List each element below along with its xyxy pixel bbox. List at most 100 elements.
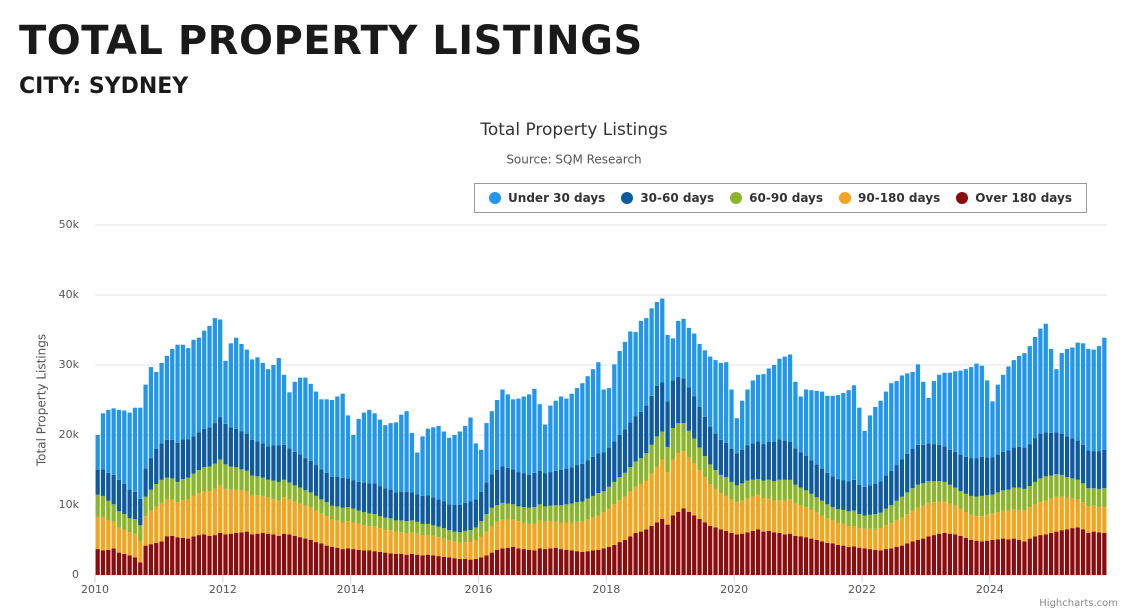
bar-segment (569, 503, 574, 523)
bar-segment (644, 529, 649, 575)
bar-segment (697, 407, 702, 448)
bar-segment (1022, 353, 1027, 448)
bar-segment (1070, 498, 1075, 529)
bar-segment (159, 502, 164, 542)
bar-segment (404, 521, 409, 534)
bar-segment (287, 392, 292, 449)
bar-segment (926, 536, 931, 575)
bar-segment (915, 540, 921, 575)
bar-segment (148, 510, 154, 545)
bar-segment (979, 516, 984, 542)
bar-segment (436, 526, 441, 538)
bar-segment (100, 550, 106, 575)
bar-segment (537, 504, 542, 521)
bar-segment (537, 548, 542, 575)
bar-segment (1059, 496, 1064, 531)
bar-segment (292, 501, 297, 536)
bar-segment (697, 344, 702, 407)
x-tick-label: 2010 (81, 583, 109, 596)
bar-segment (580, 551, 585, 575)
bar-segment (819, 541, 825, 575)
y-tick-label: 50k (59, 218, 80, 231)
bar-segment (569, 467, 574, 504)
bar-segment (127, 489, 132, 519)
bar-segment (803, 456, 809, 491)
bar-segment (335, 506, 340, 521)
bar-segment (782, 500, 787, 535)
bar-segment (116, 552, 122, 575)
bar-segment (969, 458, 974, 496)
bar-segment (404, 554, 409, 575)
bar-segment (399, 520, 404, 533)
bar-segment (457, 558, 462, 575)
bar-segment (622, 540, 628, 575)
bar-segment (665, 524, 670, 575)
y-tick-label: 30k (59, 358, 80, 371)
bar-segment (356, 481, 361, 511)
legend-item[interactable]: Under 30 days (489, 191, 605, 205)
bar-segment (734, 418, 739, 454)
bar-segment (276, 358, 281, 446)
bar-segment (601, 512, 606, 549)
bar-segment (122, 514, 127, 530)
legend-item[interactable]: 60-90 days (730, 191, 823, 205)
bar-segment (175, 481, 180, 503)
bar-segment (622, 429, 628, 473)
bar-segment (1043, 500, 1048, 535)
legend-item[interactable]: 30-60 days (621, 191, 714, 205)
bar-segment (574, 388, 580, 466)
bar-segment (670, 515, 676, 575)
bar-segment (399, 414, 404, 492)
bar-segment (878, 528, 883, 551)
bar-segment (718, 474, 723, 494)
bar-segment (271, 498, 276, 535)
bar-segment (249, 495, 255, 535)
bar-segment (457, 542, 462, 559)
legend-item[interactable]: Over 180 days (956, 191, 1072, 205)
bar-segment (1096, 346, 1102, 452)
bar-segment (921, 538, 926, 575)
bar-segment (335, 520, 340, 548)
bar-segment (319, 543, 324, 575)
bar-segment (942, 481, 947, 502)
bar-segment (441, 528, 447, 539)
bar-segment (425, 495, 431, 524)
bar-segment (878, 512, 883, 529)
bar-segment (665, 472, 670, 525)
bar-segment (106, 500, 111, 521)
bar-segment (974, 458, 979, 497)
bar-segment (633, 461, 638, 487)
bar-segment (473, 558, 478, 575)
bar-segment (1048, 533, 1054, 575)
bar-segment (718, 362, 723, 440)
bar-segment (164, 355, 170, 440)
bar-segment (132, 407, 138, 492)
bar-segment (420, 495, 425, 524)
bar-segment (867, 514, 873, 529)
bar-segment (569, 522, 574, 551)
bar-segment (750, 530, 755, 575)
bar-segment (329, 505, 335, 519)
bar-segment (1102, 533, 1107, 575)
bar-segment (116, 511, 122, 528)
bar-segment (308, 507, 313, 540)
bar-segment (303, 490, 308, 506)
bar-segment (686, 327, 692, 388)
bar-segment (239, 469, 244, 491)
bar-segment (825, 518, 830, 543)
bar-segment (841, 509, 846, 524)
legend-item[interactable]: 90-180 days (839, 191, 940, 205)
bar-segment (969, 495, 974, 515)
bar-segment (809, 460, 814, 494)
bar-segment (297, 377, 303, 455)
bar-segment (558, 505, 564, 523)
bar-segment (921, 444, 926, 484)
bar-segment (814, 540, 819, 575)
bar-segment (622, 496, 628, 540)
bar-segment (873, 549, 878, 575)
bar-segment (521, 522, 526, 550)
bar-segment (894, 500, 899, 521)
bar-segment (164, 536, 170, 575)
bar-segment (404, 533, 409, 555)
bar-segment (202, 534, 207, 575)
